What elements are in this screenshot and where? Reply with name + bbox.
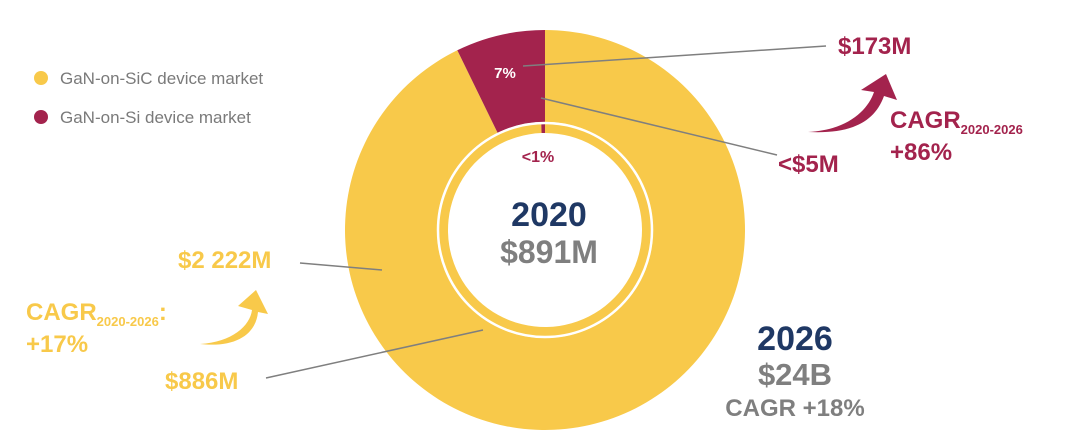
cagr-sic-value: +17% — [26, 331, 88, 358]
growth-arrow-si-icon — [808, 74, 897, 133]
legend-swatch-sic — [34, 71, 48, 85]
slice-si-2020 — [541, 123, 545, 134]
slice-si-2026 — [457, 30, 545, 133]
value-label-sic-2026: $2 222M — [178, 247, 271, 274]
leader-line-si-2020 — [540, 97, 778, 156]
pct-label-si-2020: <1% — [522, 149, 554, 166]
total-2026: $24B — [758, 357, 832, 392]
center-year-2020: 2020 — [511, 196, 587, 234]
center-total-2020: $891M — [500, 234, 598, 270]
leader-line-sic-2026 — [299, 262, 383, 271]
outer-ring-2026 — [345, 30, 745, 431]
legend: GaN-on-SiC device market GaN-on-Si devic… — [34, 69, 263, 127]
cagr-total-2026: CAGR +18% — [725, 395, 864, 422]
ring-separator — [436, 121, 654, 339]
pct-label-si-2026: 7% — [494, 65, 516, 82]
cagr-si-value: +86% — [890, 139, 952, 166]
leader-line-si-2026 — [522, 45, 827, 67]
slice-sic-2026 — [345, 30, 745, 431]
value-label-sic-2020: $886M — [165, 368, 238, 395]
value-label-si-2020: <$5M — [778, 151, 839, 178]
legend-label-sic: GaN-on-SiC device market — [60, 69, 263, 88]
inner-ring-2020 — [437, 123, 652, 337]
cagr-si-label: CAGR2020-2026 — [890, 107, 1023, 137]
growth-arrow-sic-icon — [200, 290, 268, 345]
cagr-sic-label: CAGR2020-2026: — [26, 299, 167, 329]
leader-line-sic-2020 — [265, 329, 484, 379]
legend-label-si: GaN-on-Si device market — [60, 108, 251, 127]
value-label-si-2026: $173M — [838, 33, 911, 60]
legend-swatch-si — [34, 110, 48, 124]
year-2026: 2026 — [757, 320, 833, 358]
leader-lines — [265, 45, 827, 379]
